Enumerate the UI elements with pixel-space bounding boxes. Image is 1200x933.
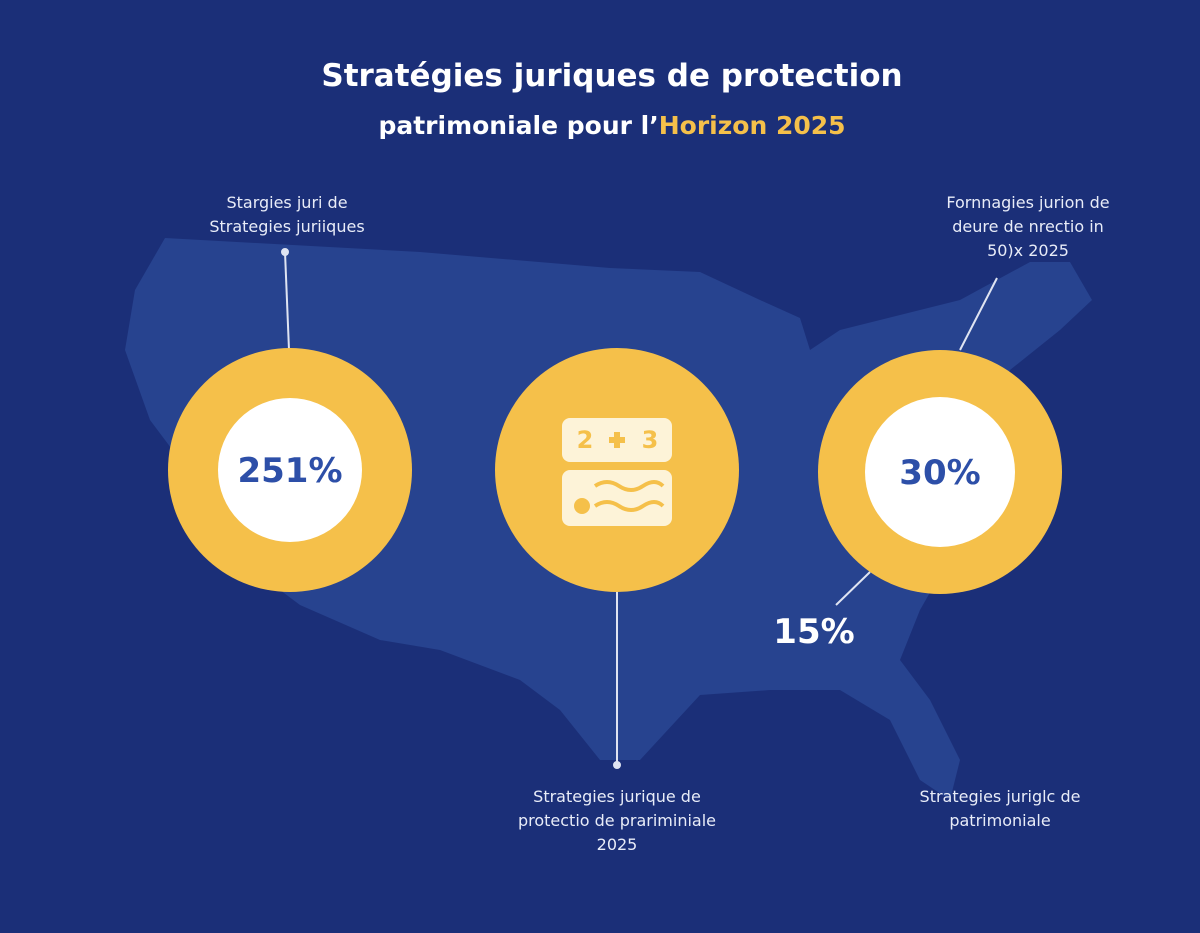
label-line: 50)x 2025 (987, 241, 1069, 260)
icon-wave (593, 480, 665, 492)
label-line: Strategies juriiques (209, 217, 364, 236)
icon-wave (593, 500, 665, 512)
icon-dot (574, 498, 590, 514)
connector-dot (281, 248, 289, 256)
icon-panel (562, 470, 672, 526)
connector (959, 277, 998, 351)
label-line: Strategies juriglc de (920, 787, 1081, 806)
subtitle-highlight: Horizon 2025 (659, 111, 846, 140)
connectors (281, 248, 998, 769)
connector-dot (613, 761, 621, 769)
circle-right-inner (865, 397, 1015, 547)
label-line: protectio de prariminiale (518, 811, 716, 830)
labels: Stargies juri de Strategies juriiques Forn… (209, 193, 1109, 854)
connector (284, 251, 290, 351)
circle-left-inner (218, 398, 362, 542)
icon-digit: 3 (642, 426, 659, 454)
subtitle-text: patrimoniale pour l’ (378, 111, 658, 140)
label-line: Fornnagies jurion de (946, 193, 1109, 212)
outside-value: 15% (773, 612, 854, 652)
icon-plus (609, 432, 625, 448)
label-line: patrimoniale (949, 811, 1050, 830)
label-line: deure de nrectio in (952, 217, 1104, 236)
label-line: 2025 (597, 835, 638, 854)
connector (835, 571, 871, 606)
subtitle: patrimoniale pour l’Horizon 2025 (378, 111, 845, 140)
icon-digit: 2 (577, 426, 594, 454)
circle-value: 251% (237, 451, 342, 491)
label-line: Stargies juri de (226, 193, 347, 212)
label-line: Strategies jurique de (533, 787, 701, 806)
circle-value: 30% (899, 453, 980, 493)
title: Stratégies juriques de protection (321, 58, 902, 94)
icon-waves (574, 480, 665, 514)
